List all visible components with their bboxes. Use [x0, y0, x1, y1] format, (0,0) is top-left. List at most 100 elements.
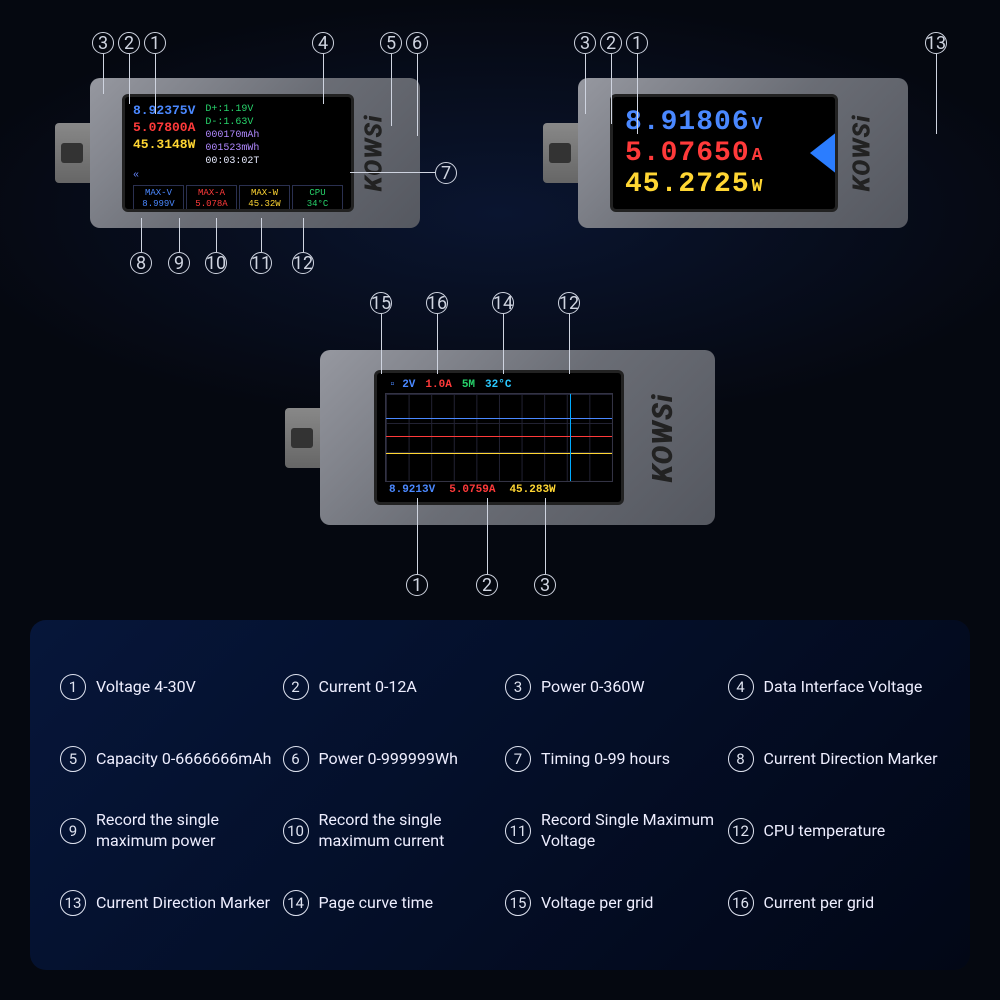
legend-item-8: 8Current Direction Marker	[728, 732, 941, 786]
callout-13: 13	[925, 32, 947, 54]
legend-number: 7	[505, 746, 531, 772]
callout-5: 5	[380, 32, 402, 54]
callout-line	[103, 54, 104, 94]
callout-line	[637, 54, 638, 134]
brand-label: KOWSi	[360, 115, 388, 192]
graph-line-current	[386, 436, 612, 437]
direction-arrow-icon	[810, 131, 838, 175]
legend-item-7: 7 Timing 0-99 hours	[505, 732, 718, 786]
legend-text: Record Single Maximum Voltage	[541, 810, 718, 852]
legend-text: Current per grid	[764, 893, 875, 914]
max-v-label: MAX-V	[138, 188, 179, 199]
power-readout: 45.2725	[625, 169, 750, 200]
graph-cursor	[570, 394, 571, 481]
brand-label: KOWSi	[848, 115, 876, 192]
callout-line	[179, 218, 180, 252]
graph-grid	[385, 393, 613, 482]
callout-3: 3	[574, 32, 596, 54]
voltage-readout: 8.91806	[625, 107, 750, 138]
legend-item-9: 9 Record the single maximum power	[60, 804, 273, 858]
legend-number: 5	[60, 746, 86, 772]
legend-number: 3	[505, 674, 531, 700]
legend-number: 8	[728, 746, 754, 772]
callout-line	[585, 54, 586, 114]
callout-line	[261, 218, 262, 252]
callout-11: 11	[250, 252, 272, 274]
power-unit: W	[752, 177, 763, 197]
callout-line	[569, 314, 570, 374]
legend-item-12: 12CPU temperature	[728, 804, 941, 858]
legend-item-4: 4Data Interface Voltage	[728, 660, 941, 714]
current-readout: 5.07800A	[133, 120, 195, 137]
callout-2: 2	[600, 32, 622, 54]
amp-per-grid: 1.0A	[425, 379, 451, 391]
callout-1: 1	[406, 574, 428, 596]
callout-line	[545, 498, 546, 574]
legend-item-15: 15Voltage per grid	[505, 876, 718, 930]
legend-number: 13	[60, 890, 86, 916]
legend-panel: 1 Voltage 4-30V 2Current 0-12A3Power 0-360…	[30, 620, 970, 970]
callout-line	[141, 218, 142, 252]
callout-line	[503, 314, 504, 374]
callout-line	[129, 54, 130, 104]
timing-readout: 00:03:02T	[205, 155, 259, 168]
callout-4: 4	[312, 32, 334, 54]
legend-number: 16	[728, 890, 754, 916]
legend-text: Timing 0-99 hours	[541, 749, 670, 770]
callout-1: 1	[144, 32, 166, 54]
max-a-value: 5.078A	[191, 199, 232, 210]
callout-6: 6	[406, 32, 428, 54]
legend-text: Voltage 4-30V	[96, 677, 196, 698]
legend-item-2: 2Current 0-12A	[283, 660, 496, 714]
legend-number: 9	[60, 818, 86, 844]
callout-line	[611, 54, 612, 124]
callout-9: 9	[168, 252, 190, 274]
legend-item-3: 3Power 0-360W	[505, 660, 718, 714]
legend-text: Record the single maximum power	[96, 810, 273, 852]
legend-number: 10	[283, 818, 309, 844]
callout-line	[391, 54, 392, 126]
device-bottom: KOWSi ▫ 2V 1.0A 5M 32°C 8.9213V 5.0759A …	[320, 350, 715, 525]
callout-1: 1	[626, 32, 648, 54]
legend-text: Current Direction Marker	[96, 893, 270, 914]
legend-number: 11	[505, 818, 531, 844]
max-v-value: 8.999V	[138, 199, 179, 210]
footer-current: 5.0759A	[449, 484, 495, 496]
voltage-readout: 8.92375V	[133, 103, 195, 120]
callout-line	[487, 498, 488, 574]
footer-power: 45.283W	[509, 484, 555, 496]
current-unit: A	[752, 146, 763, 166]
legend-number: 1	[60, 674, 86, 700]
brand-label: KOWSi	[646, 393, 679, 482]
legend-item-10: 10Record the single maximum current	[283, 804, 496, 858]
legend-number: 12	[728, 818, 754, 844]
cpu-value: 34°C	[297, 199, 338, 210]
legend-text: Capacity 0-6666666mAh	[96, 749, 271, 770]
callout-15: 15	[370, 292, 392, 314]
callout-line	[381, 314, 382, 374]
callout-8: 8	[130, 252, 152, 274]
legend-number: 6	[283, 746, 309, 772]
capacity-readout: 000170mAh	[205, 129, 259, 142]
callout-line	[155, 54, 156, 114]
legend-number: 15	[505, 890, 531, 916]
power-readout: 45.3148W	[133, 137, 195, 154]
callout-3: 3	[534, 574, 556, 596]
product-diagram-area: KOWSi 8.92375V 5.07800A 45.3148W D+:1.19…	[0, 0, 1000, 610]
screen-large-readout: 8.91806V 5.07650A 45.2725W	[610, 94, 838, 212]
graph-line-voltage	[386, 418, 612, 419]
dplus-readout: D+:1.19V	[205, 103, 259, 116]
max-w-value: 45.32W	[244, 199, 285, 210]
legend-item-1: 1 Voltage 4-30V	[60, 660, 273, 714]
callout-12: 12	[558, 292, 580, 314]
device-left: KOWSi 8.92375V 5.07800A 45.3148W D+:1.19…	[90, 78, 420, 228]
callout-line	[350, 172, 435, 173]
volt-per-grid: ▫ 2V	[389, 379, 415, 391]
callout-2: 2	[118, 32, 140, 54]
callout-line	[417, 54, 418, 136]
callout-7: 7	[435, 162, 457, 184]
energy-readout: 001523mWh	[205, 142, 259, 155]
callout-line	[323, 54, 324, 104]
usb-c-plug-icon	[543, 123, 578, 183]
usb-c-plug-icon	[285, 408, 320, 468]
